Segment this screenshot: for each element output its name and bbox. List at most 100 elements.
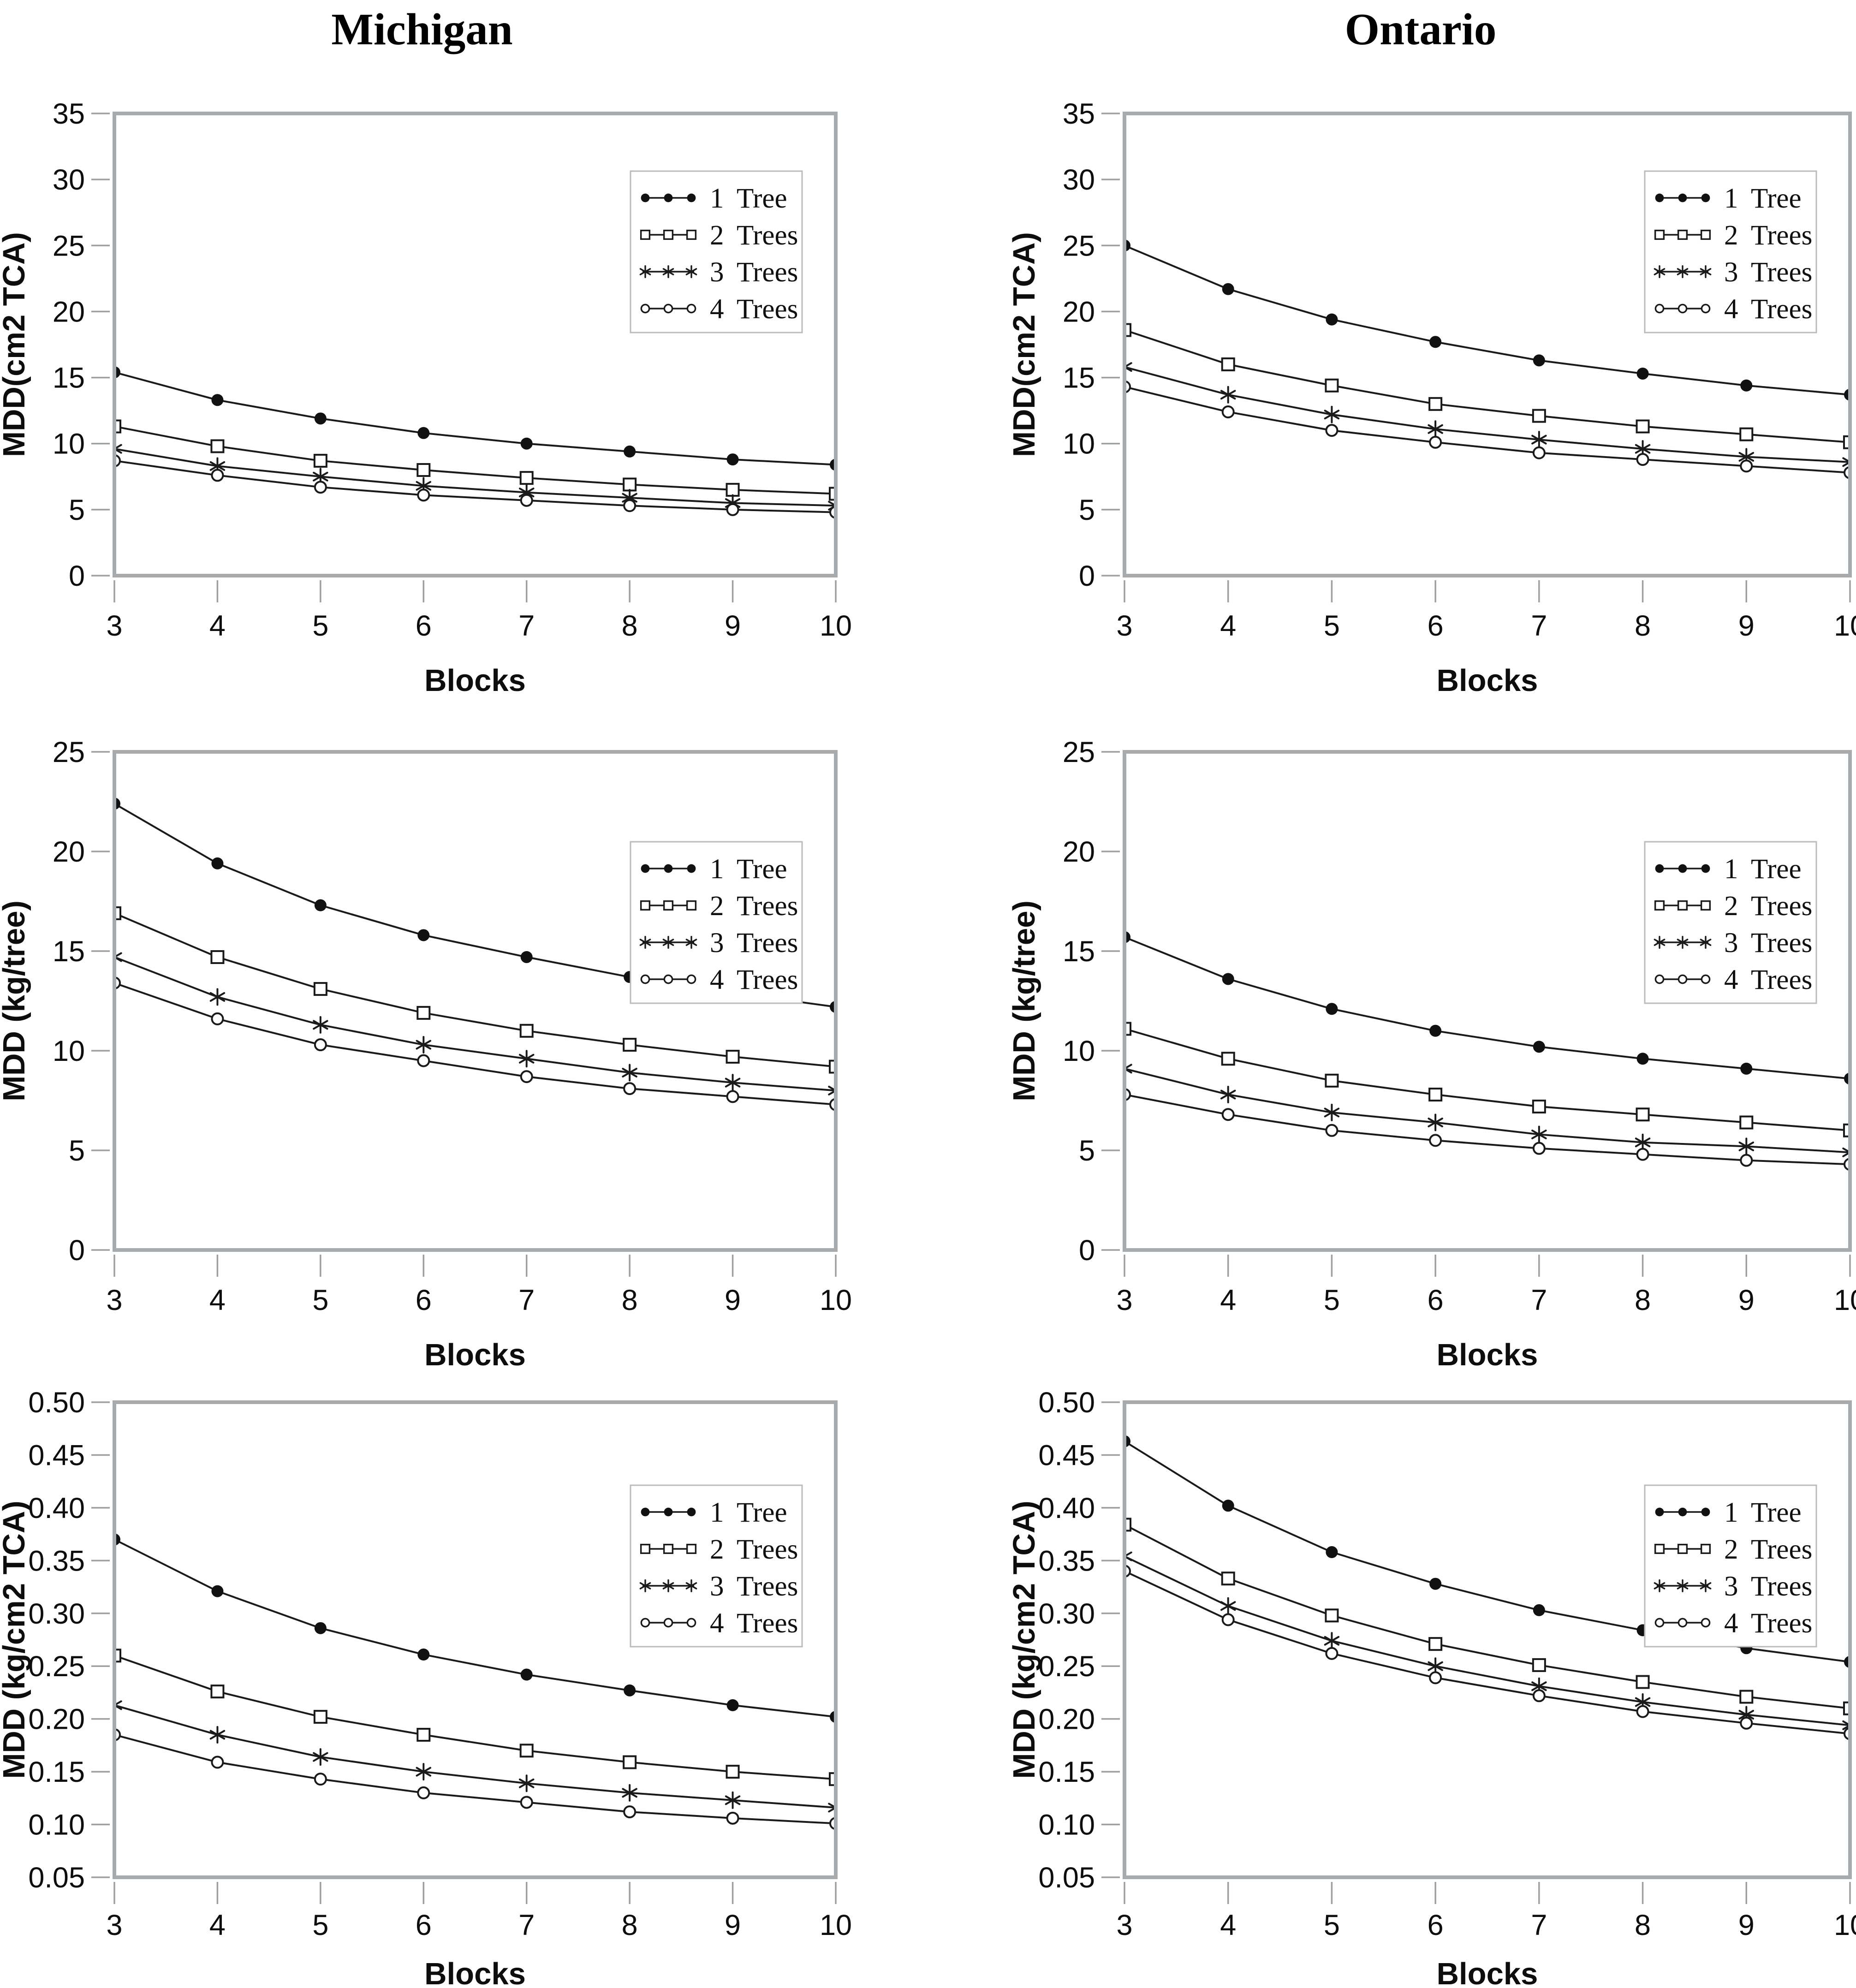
- y-tick-label: 25: [1063, 230, 1095, 262]
- legend-label-word: Trees: [1751, 294, 1812, 325]
- y-tick-label: 0.20: [1038, 1703, 1095, 1736]
- legend-item-4-trees: 4 Trees: [640, 294, 798, 325]
- legend-label-number: 2: [1724, 891, 1738, 922]
- y-tick-label: 0.05: [1038, 1862, 1095, 1894]
- y-tick-label: 0.30: [1038, 1598, 1095, 1630]
- x-axis-label: Blocks: [424, 1957, 526, 1988]
- y-tick-label: 0.50: [1038, 1387, 1095, 1419]
- y-tick-label: 0.25: [1038, 1650, 1095, 1683]
- legend-label-word: Trees: [737, 928, 798, 958]
- x-tick-label: 9: [725, 1284, 741, 1316]
- y-tick-label: 30: [53, 164, 85, 196]
- column-title-michigan: Michigan: [331, 5, 513, 54]
- y-axis-ticks: 0 5 10 15 20 25: [53, 736, 110, 1267]
- y-tick-label: 15: [1063, 935, 1095, 968]
- plot-frame: [113, 1400, 838, 1879]
- y-tick-label: 0: [1079, 1234, 1095, 1267]
- y-tick-label: 20: [53, 836, 85, 868]
- plot-series: [114, 798, 836, 1111]
- legend-label-word: Tree: [1751, 1497, 1802, 1528]
- x-tick-label: 6: [1428, 610, 1444, 642]
- series-4-trees: [1124, 1088, 1850, 1171]
- legend-label-word: Trees: [737, 294, 798, 325]
- legend-label-word: Tree: [737, 854, 787, 885]
- x-tick-label: 4: [1220, 1284, 1236, 1316]
- x-axis-ticks: 3 4 5 6 7 8 9 10: [106, 1882, 852, 1941]
- x-tick-label: 9: [1738, 610, 1755, 642]
- legend-item-1-tree: 1 Tree: [1655, 1497, 1802, 1528]
- legend-item-1-tree: 1 Tree: [1655, 183, 1802, 214]
- x-tick-label: 4: [209, 610, 226, 642]
- legend-label-number: 1: [1724, 854, 1738, 885]
- series-1-tree: [114, 1533, 836, 1723]
- legend-label-number: 4: [710, 964, 724, 995]
- y-tick-label: 0.35: [28, 1545, 85, 1577]
- legend-label-number: 3: [1724, 257, 1738, 288]
- x-tick-label: 8: [622, 610, 638, 642]
- y-tick-label: 10: [1063, 1035, 1095, 1067]
- series-4-trees: [114, 454, 836, 519]
- y-tick-label: 0.15: [1038, 1756, 1095, 1788]
- legend-item-4-trees: 4 Trees: [1654, 1608, 1812, 1639]
- y-tick-label: 15: [1063, 362, 1095, 394]
- legend-item-2-trees: 2 Trees: [640, 1534, 798, 1565]
- y-tick-label: 0.50: [28, 1387, 85, 1419]
- y-tick-label: 20: [53, 296, 85, 328]
- legend-label-number: 3: [1724, 928, 1738, 958]
- legend-item-4-trees: 4 Trees: [640, 964, 798, 995]
- series-3-trees: [114, 948, 836, 1100]
- y-tick-label: 20: [1063, 296, 1095, 328]
- legend-label-number: 4: [1724, 964, 1738, 995]
- legend-label-number: 3: [710, 1571, 724, 1602]
- x-tick-label: 8: [622, 1284, 638, 1316]
- y-tick-label: 10: [53, 1035, 85, 1067]
- plot-series: [1124, 239, 1850, 479]
- x-tick-label: 10: [1834, 1909, 1856, 1941]
- legend-item-1-tree: 1 Tree: [641, 1497, 787, 1528]
- x-axis-ticks: 3 4 5 6 7 8 9 10: [106, 1255, 852, 1316]
- series-2-trees: [1124, 1022, 1850, 1137]
- x-axis-label: Blocks: [1437, 663, 1538, 698]
- legend-label-number: 3: [710, 257, 724, 288]
- legend-item-4-trees: 4 Trees: [1654, 964, 1812, 995]
- x-tick-label: 5: [1324, 1909, 1340, 1941]
- x-tick-label: 3: [106, 610, 122, 642]
- legend: 1 Tree 2 Trees 3 Trees 4 Trees: [630, 1484, 803, 1648]
- series-2-trees: [1124, 323, 1850, 449]
- y-axis-label: MDD (kg/tree): [0, 900, 31, 1101]
- legend-label-number: 3: [1724, 1571, 1738, 1602]
- y-axis-label: MDD(cm2 TCA): [0, 232, 31, 457]
- x-tick-label: 8: [1635, 1284, 1651, 1316]
- legend-label-number: 4: [1724, 1608, 1738, 1639]
- legend: 1 Tree 2 Trees 3 Trees 4 Trees: [1644, 841, 1817, 1004]
- legend-label-word: Trees: [737, 1608, 798, 1639]
- y-tick-label: 0.15: [28, 1756, 85, 1788]
- series-1-tree: [1124, 239, 1850, 401]
- x-tick-label: 7: [518, 1909, 535, 1941]
- legend-label-word: Trees: [1751, 1608, 1812, 1639]
- legend-label-number: 1: [1724, 1497, 1738, 1528]
- x-tick-label: 4: [1220, 610, 1236, 642]
- y-axis-label: MDD (kg/cm2 TCA): [0, 1500, 31, 1779]
- y-tick-label: 5: [1079, 1135, 1095, 1167]
- y-tick-label: 0: [69, 560, 85, 592]
- series-4-trees: [1124, 380, 1850, 479]
- x-tick-label: 7: [1531, 1284, 1547, 1316]
- x-tick-label: 5: [312, 1284, 328, 1316]
- legend-label-word: Tree: [737, 183, 787, 214]
- y-axis-ticks: 0.05 0.10 0.15 0.20 0.25 0.30 0.35 0.40 0.45 0.50: [28, 1387, 110, 1894]
- legend-label-word: Trees: [1751, 220, 1812, 251]
- legend-label-word: Trees: [737, 220, 798, 251]
- legend-label-number: 4: [1724, 294, 1738, 325]
- legend-label-word: Trees: [737, 1534, 798, 1565]
- x-tick-label: 3: [1116, 1909, 1132, 1941]
- legend-item-1-tree: 1 Tree: [1655, 854, 1802, 885]
- plot-frame: [1123, 112, 1852, 577]
- x-tick-label: 7: [518, 1284, 535, 1316]
- x-axis-label: Blocks: [1437, 1338, 1538, 1372]
- series-2-trees: [114, 419, 836, 501]
- y-tick-label: 0.40: [28, 1492, 85, 1524]
- x-axis-label: Blocks: [424, 1338, 526, 1372]
- legend: 1 Tree 2 Trees 3 Trees 4 Trees: [1644, 170, 1817, 333]
- legend-label-number: 2: [710, 220, 724, 251]
